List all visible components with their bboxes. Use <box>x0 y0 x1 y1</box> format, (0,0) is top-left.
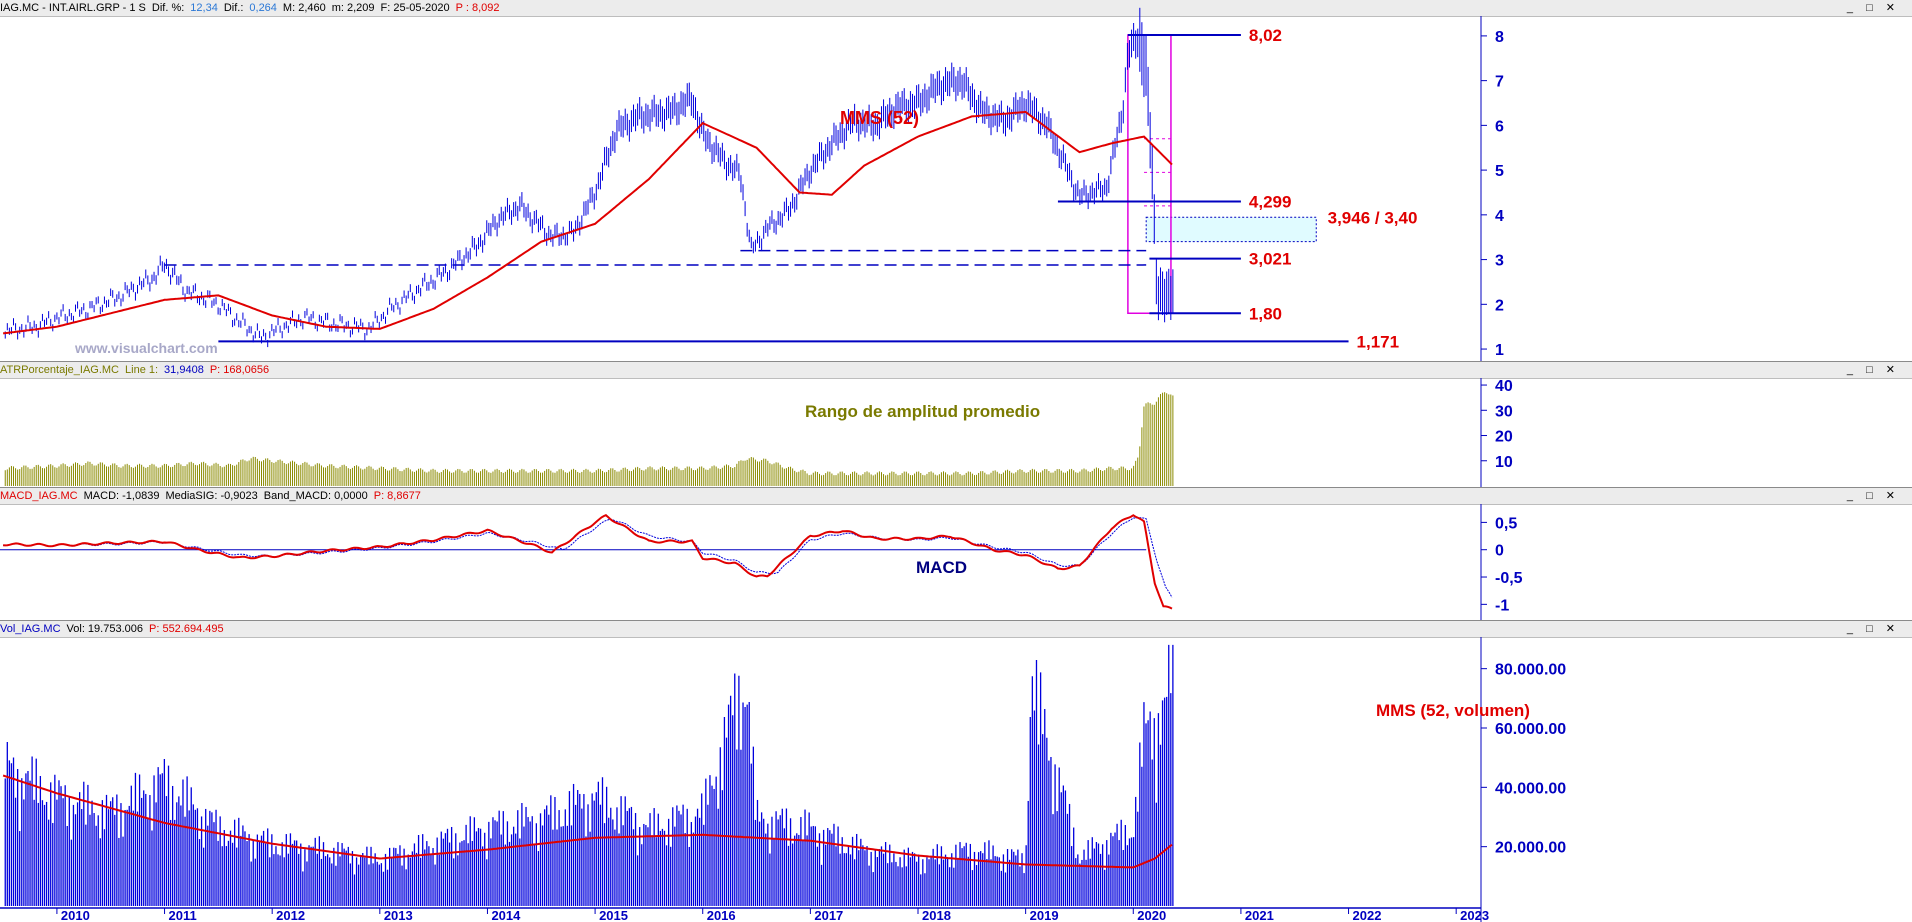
macd-header-text: MACD_IAG.MC MACD: -1,0839 MediaSIG: -0,902… <box>0 490 427 502</box>
price-header-field: m: 2,209 <box>331 2 375 14</box>
atr-panel: ATRPorcentaje_IAG.MC Line 1: 31,9408 P: 168… <box>0 362 1912 487</box>
x-tick-label: 2022 <box>1353 908 1382 922</box>
x-tick-label: 2020 <box>1137 908 1166 922</box>
price-header-field: 0,264 <box>249 2 277 14</box>
mms-annotation: MMS (52) <box>840 108 919 128</box>
level-label: 1,171 <box>1357 332 1400 351</box>
macd-signal-line <box>3 517 1173 598</box>
panel-divider <box>0 620 1912 621</box>
y-tick-label: 60.000.00 <box>1495 721 1566 738</box>
vol-header-field: Vol_IAG.MC <box>0 623 61 635</box>
vol-header-field: Vol: 19.753.006 <box>66 623 143 635</box>
level-label: 3,946 / 3,40 <box>1328 208 1418 227</box>
mms-52-line <box>2 110 1173 335</box>
window-controls[interactable]: _ □ ✕ <box>1846 623 1900 635</box>
level-label: 8,02 <box>1249 26 1282 45</box>
x-tick-label: 2018 <box>922 908 951 922</box>
x-tick-label: 2023 <box>1460 908 1489 922</box>
volume-annotation: MMS (52, volumen) <box>1376 701 1530 720</box>
price-panel: IAG.MC - INT.AIRL.GRP - 1 S Dif. %: 12,34 D… <box>0 0 1912 361</box>
macd-header-field: MACD_IAG.MC <box>0 490 78 502</box>
y-tick-label: 20.000.00 <box>1495 840 1566 857</box>
x-tick-label: 2019 <box>1030 908 1059 922</box>
volume-header-text: Vol_IAG.MC Vol: 19.753.006 P: 552.694.495 <box>0 623 230 635</box>
price-chart: 1 2 3 4 5 6 7 8 8,02 4,299 3,946 / 3,40 3,021 1,80 1,… <box>2 7 1504 361</box>
atr-header-field: 31,9408 <box>164 364 204 376</box>
volume-panel-header: Vol_IAG.MC Vol: 19.753.006 P: 552.694.495 … <box>0 621 1912 638</box>
atr-header-field: Line 1: <box>125 364 159 376</box>
atr-header-field: ATRPorcentaje_IAG.MC <box>0 364 120 376</box>
x-tick-label: 2012 <box>276 908 305 922</box>
macd-chart: 0,5 0 -0,5 -1 MACD <box>0 504 1523 620</box>
macd-header-field: MediaSIG: -0,9023 <box>165 490 258 502</box>
atr-annotation: Rango de amplitud promedio <box>805 402 1040 421</box>
price-panel-header: IAG.MC - INT.AIRL.GRP - 1 S Dif. %: 12,34 D… <box>0 0 1912 17</box>
price-header-field: 12,34 <box>190 2 218 14</box>
price-header-field: Dif.: <box>223 2 244 14</box>
y-tick-label: 5 <box>1495 163 1504 180</box>
y-tick-label: -1 <box>1495 597 1509 614</box>
y-tick-label: 2 <box>1495 297 1504 314</box>
y-tick-label: 1 <box>1495 342 1504 359</box>
macd-line <box>3 514 1173 610</box>
y-tick-label: 7 <box>1495 74 1504 91</box>
y-tick-label: 0,5 <box>1495 515 1517 532</box>
level-label: 4,299 <box>1249 192 1292 211</box>
window-controls[interactable]: _ □ ✕ <box>1846 490 1900 502</box>
macd-annotation: MACD <box>916 558 967 577</box>
atr-header-text: ATRPorcentaje_IAG.MC Line 1: 31,9408 P: 168… <box>0 364 275 376</box>
x-tick-label: 2016 <box>707 908 736 922</box>
price-header-field: Dif. %: <box>151 2 185 14</box>
x-tick-label: 2017 <box>814 908 843 922</box>
atr-panel-header: ATRPorcentaje_IAG.MC Line 1: 31,9408 P: 168… <box>0 362 1912 379</box>
y-tick-label: 30 <box>1495 403 1513 420</box>
x-tick-label: 2021 <box>1245 908 1274 922</box>
macd-panel-header: MACD_IAG.MC MACD: -1,0839 MediaSIG: -0,902… <box>0 488 1912 505</box>
y-tick-label: 10 <box>1495 454 1513 471</box>
price-header-text: IAG.MC - INT.AIRL.GRP - 1 S Dif. %: 12,34 D… <box>0 2 506 14</box>
volume-average-line <box>2 774 1173 869</box>
y-tick-label: 3 <box>1495 253 1504 270</box>
y-tick-label: 0 <box>1495 543 1504 560</box>
window-controls[interactable]: _ □ ✕ <box>1846 2 1900 14</box>
panel-divider <box>0 487 1912 488</box>
x-tick-label: 2010 <box>61 908 90 922</box>
y-tick-label: 4 <box>1495 208 1504 225</box>
price-header-field: F: 25-05-2020 <box>380 2 450 14</box>
price-header-field: P : 8,092 <box>455 2 500 14</box>
atr-header-field: P: 168,0656 <box>209 364 270 376</box>
vol-header-field: P: 552.694.495 <box>149 623 224 635</box>
macd-header-field: Band_MACD: 0,0000 <box>263 490 368 502</box>
x-tick-label: 2011 <box>169 908 197 922</box>
volume-panel: Vol_IAG.MC Vol: 19.753.006 P: 552.694.495 … <box>0 621 1912 922</box>
x-tick-label: 2015 <box>599 908 628 922</box>
level-label: 3,021 <box>1249 250 1292 269</box>
y-tick-label: 80.000.00 <box>1495 662 1566 679</box>
y-tick-label: 40 <box>1495 378 1513 395</box>
y-tick-label: -0,5 <box>1495 570 1523 587</box>
y-tick-label: 40.000.00 <box>1495 780 1566 797</box>
price-header-field: IAG.MC - INT.AIRL.GRP - 1 S <box>0 2 146 14</box>
atr-chart: 10 20 30 40 Rango de amplitud promedio <box>4 378 1513 487</box>
macd-header-field: P: 8,8677 <box>373 490 421 502</box>
y-tick-label: 20 <box>1495 429 1513 446</box>
gap-zone <box>1145 216 1317 243</box>
macd-panel: MACD_IAG.MC MACD: -1,0839 MediaSIG: -0,902… <box>0 488 1912 620</box>
volume-chart: 20.000.00 40.000.00 60.000.00 80.000.00 MMS … <box>0 637 1566 922</box>
price-header-field: M: 2,460 <box>282 2 326 14</box>
panel-divider <box>0 361 1912 362</box>
window-controls[interactable]: _ □ ✕ <box>1846 364 1900 376</box>
level-label: 1,80 <box>1249 304 1282 323</box>
x-tick-label: 2014 <box>491 908 521 922</box>
watermark: www.visualchart.com <box>74 340 218 356</box>
y-tick-label: 6 <box>1495 118 1504 135</box>
macd-header-field: MACD: -1,0839 <box>83 490 160 502</box>
x-tick-label: 2013 <box>384 908 413 922</box>
crash-highlight-box <box>1127 34 1172 315</box>
y-tick-label: 8 <box>1495 29 1504 46</box>
